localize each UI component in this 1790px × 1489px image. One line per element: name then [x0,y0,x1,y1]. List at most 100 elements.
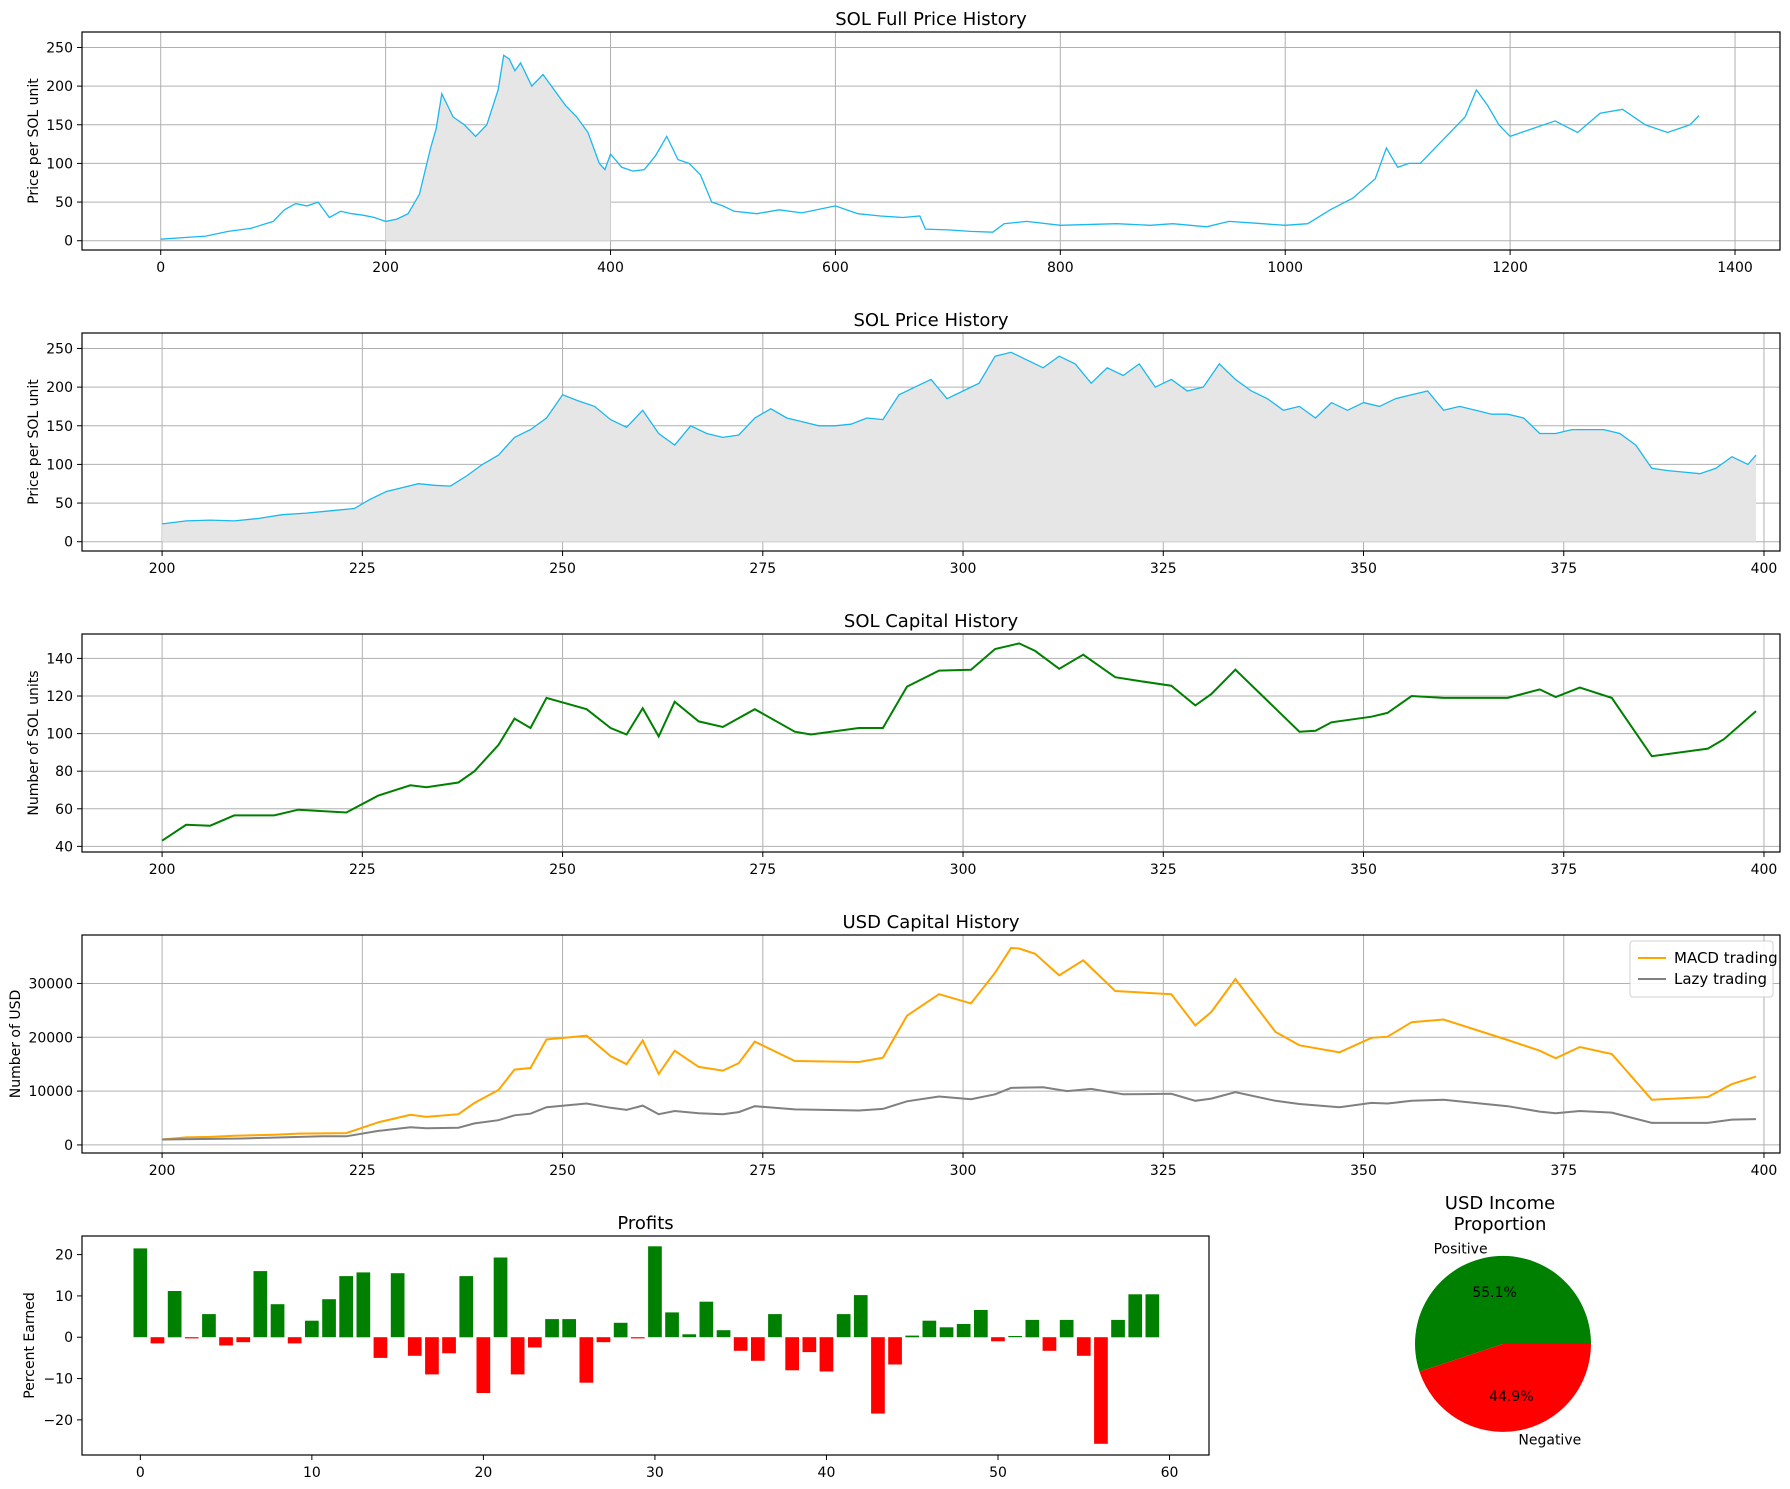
y-axis-label: Price per SOL unit [26,379,42,505]
x-tick-label: 200 [149,1163,176,1179]
x-tick-label: 800 [1047,260,1074,276]
x-tick-label: 400 [1751,561,1778,577]
profit-bar [974,1310,988,1338]
pie-title: Proportion [1454,1214,1547,1235]
y-tick-label: 250 [46,40,73,56]
profit-bar [939,1327,954,1338]
profit-bar [956,1324,971,1338]
x-tick-label: 10 [303,1465,321,1481]
profit-bar [1008,1336,1022,1338]
y-tick-label: 60 [55,802,73,818]
y-tick-label: −10 [43,1372,73,1388]
x-tick-label: 350 [1350,561,1377,577]
profit-bar [493,1257,508,1338]
profit-bar [562,1319,576,1338]
series-line-0 [162,946,1757,1141]
profit-bar [579,1337,594,1383]
x-tick-label: 300 [950,1163,977,1179]
y-tick-label: 100 [46,457,73,473]
chart-title: SOL Price History [853,310,1008,331]
profit-bar [716,1330,731,1338]
profit-bar [1076,1337,1091,1356]
profit-bar [133,1248,148,1338]
grid-2 [82,634,1780,852]
profit-bar [630,1337,645,1339]
profit-bar [596,1337,611,1343]
y-tick-label: 40 [55,839,73,855]
x-tick-label: 275 [749,1163,776,1179]
shaded-area [385,55,611,241]
axes-1: 200 225 250 275 300 325 350 375 400 0 50 100 150 200 2… [26,310,1781,577]
profit-bar [751,1337,765,1361]
x-tick-label: 250 [549,862,576,878]
pie-chart: 55.1% Positive 44.9% Negative USD IncomeProp… [1415,1193,1592,1449]
profit-bar [305,1320,319,1338]
profit-bar [390,1273,405,1338]
legend: MACD trading Lazy trading [1629,940,1778,998]
profit-bar [236,1337,251,1343]
x-tick-label: 250 [549,561,576,577]
profit-bar [733,1337,748,1351]
profit-bar [459,1276,474,1338]
axes-frame [81,332,1781,552]
profit-bar [476,1337,491,1393]
x-tick-label: 325 [1150,1163,1177,1179]
x-tick-label: 375 [1550,561,1577,577]
x-tick-label: 30 [646,1465,664,1481]
axes-frame [81,934,1781,1154]
x-tick-label: 1200 [1492,260,1528,276]
pie-slice [1415,1255,1592,1372]
x-tick-label: 400 [1751,1163,1778,1179]
legend-label: Lazy trading [1674,970,1767,988]
profit-bar [871,1337,885,1414]
sol-capital-line [161,642,1757,842]
grid-0 [82,32,1780,250]
profit-bar [1111,1319,1125,1338]
pie-label: Negative [1518,1433,1581,1449]
profit-bar [1145,1294,1160,1338]
profit-bar [510,1337,525,1375]
profit-bar [253,1271,268,1338]
pie-percent-label: 44.9% [1489,1389,1533,1405]
profit-bar [167,1291,182,1338]
y-axis-label: Percent Earned [22,1292,38,1398]
profit-bar [528,1337,542,1348]
y-tick-label: 0 [64,1138,73,1154]
y-tick-label: 150 [46,118,73,134]
profit-bar [682,1334,697,1338]
y-tick-label: 80 [55,764,73,780]
x-tick-label: 60 [1161,1465,1179,1481]
profit-bar [648,1246,662,1338]
profit-bar [613,1322,628,1338]
profit-bar [991,1337,1005,1342]
x-tick-label: 225 [349,862,376,878]
y-axis-label: Number of USD [8,990,24,1099]
profit-bar [699,1301,714,1338]
x-tick-label: 200 [149,561,176,577]
y-tick-label: 120 [46,689,73,705]
pie-slice [1419,1344,1591,1432]
profit-bar [407,1337,422,1356]
axes-3: 200 225 250 275 300 325 350 375 400 0 10000 20000 30… [8,912,1781,1179]
x-tick-label: 600 [822,260,849,276]
pie-label: Positive [1434,1241,1488,1257]
y-tick-label: 20000 [28,1030,73,1046]
x-tick-label: 325 [1150,561,1177,577]
axes-frame [81,633,1781,853]
y-tick-label: 140 [46,651,73,667]
y-tick-label: 30000 [28,976,73,992]
x-tick-label: 200 [372,260,399,276]
profit-bar [287,1337,302,1344]
series-line-1 [162,1086,1757,1141]
x-tick-label: 225 [349,561,376,577]
profit-bar [150,1337,165,1344]
y-tick-label: 100 [46,727,73,743]
legend-label: MACD trading [1674,949,1778,967]
y-tick-label: 10000 [28,1084,73,1100]
y-axis-label: Price per SOL unit [26,78,42,204]
profit-bar [1025,1319,1040,1338]
pie-percent-label: 55.1% [1472,1285,1516,1301]
x-tick-label: 250 [549,1163,576,1179]
profit-bar [1042,1337,1057,1351]
